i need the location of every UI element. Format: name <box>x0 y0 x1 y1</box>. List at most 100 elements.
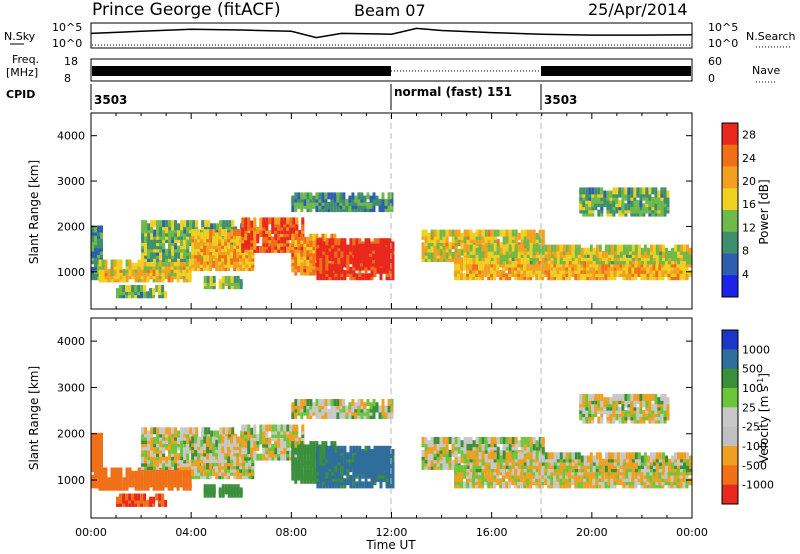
heatmap-cell <box>94 432 97 440</box>
heatmap-cell <box>247 424 251 432</box>
heatmap-cell <box>652 244 656 252</box>
heatmap-cell <box>119 467 123 475</box>
heatmap-cell <box>189 459 193 467</box>
heatmap-cell <box>340 238 344 246</box>
heatmap-cell <box>649 244 653 252</box>
heatmap-cell <box>442 229 446 237</box>
heatmap-cell <box>241 217 245 225</box>
heatmap-cell <box>499 478 503 486</box>
heatmap-cell <box>356 259 360 267</box>
heatmap-cell <box>294 205 298 213</box>
heatmap-cell <box>164 499 168 507</box>
heatmap-cell <box>529 471 533 479</box>
heatmap-cell <box>180 239 184 247</box>
heatmap-cell <box>262 217 266 225</box>
heatmap-cell <box>469 471 473 479</box>
heatmap-cell <box>200 446 204 454</box>
heatmap-cell <box>375 243 378 251</box>
heatmap-cell <box>201 427 205 435</box>
heatmap-cell <box>448 229 452 237</box>
heatmap-cell <box>216 430 220 438</box>
heatmap-cell <box>164 467 168 475</box>
heatmap-cell <box>280 424 284 432</box>
heatmap-cell <box>372 243 375 251</box>
heatmap-cell <box>343 445 347 453</box>
heatmap-cell <box>544 244 548 252</box>
heatmap-cell <box>289 242 293 250</box>
heatmap-cell <box>508 244 512 252</box>
heatmap-cell <box>601 266 605 274</box>
heatmap-cell <box>165 248 169 256</box>
heatmap-cell <box>324 192 328 200</box>
heatmap-cell <box>324 233 328 241</box>
heatmap-cell <box>195 220 199 228</box>
heatmap-cell <box>162 255 166 262</box>
heatmap-cell <box>363 451 366 459</box>
heatmap-cell <box>660 187 664 195</box>
heatmap-cell <box>493 437 497 444</box>
heatmap-cell <box>186 239 190 247</box>
heatmap-cell <box>149 288 153 296</box>
y-tick-label: 1000 <box>57 266 85 279</box>
heatmap-cell <box>119 285 122 292</box>
heatmap-cell <box>358 445 362 453</box>
heatmap-cell <box>188 272 192 280</box>
beam-label: Beam 07 <box>354 1 426 20</box>
heatmap-cell <box>315 233 319 241</box>
heatmap-cell <box>204 427 208 435</box>
heatmap-cell <box>654 187 658 195</box>
heatmap-cell <box>206 245 210 252</box>
heatmap-cell <box>607 270 611 277</box>
heatmap-cell <box>363 195 367 203</box>
heatmap-cell <box>642 187 646 195</box>
heatmap-cell <box>472 471 476 479</box>
heatmap-cell <box>291 473 295 481</box>
heatmap-cell <box>213 223 217 231</box>
heatmap-cell <box>212 229 216 237</box>
heatmap-cell <box>306 399 310 406</box>
heatmap-cell <box>463 229 467 237</box>
heatmap-cell <box>312 447 316 455</box>
heatmap-cell <box>212 275 216 283</box>
heatmap-cell <box>194 260 198 268</box>
heatmap-cell <box>600 187 604 195</box>
heatmap-cell <box>689 247 692 255</box>
heatmap-cell <box>206 254 210 262</box>
heatmap-cell <box>122 269 126 277</box>
heatmap-cell <box>156 427 160 435</box>
heatmap-cell <box>375 253 378 261</box>
heatmap-cell <box>682 263 686 271</box>
heatmap-cell <box>294 412 298 419</box>
heatmap-cell <box>144 220 148 228</box>
heatmap-cell <box>330 412 334 419</box>
heatmap-cell <box>340 445 344 453</box>
heatmap-cell <box>349 266 353 274</box>
heatmap-cell <box>97 225 100 233</box>
heatmap-cell <box>300 249 304 257</box>
heatmap-cell <box>207 220 211 228</box>
heatmap-cell <box>508 229 512 237</box>
heatmap-cell <box>511 468 515 476</box>
heatmap-cell <box>366 243 369 251</box>
heatmap-cell <box>490 437 494 444</box>
nsearch-label: N.Search <box>746 30 796 43</box>
heatmap-cell <box>167 259 171 267</box>
heatmap-cell <box>331 445 335 453</box>
heatmap-cell <box>194 436 198 444</box>
power-colorbar-segment <box>722 188 738 211</box>
heatmap-cell <box>289 217 293 225</box>
heatmap-cell <box>523 247 527 255</box>
y-tick-label: 4000 <box>57 130 85 143</box>
heatmap-cell <box>292 217 296 225</box>
heatmap-cell <box>355 445 359 453</box>
heatmap-cell <box>180 446 184 454</box>
heatmap-cell <box>334 445 338 453</box>
heatmap-cell <box>372 412 376 419</box>
heatmap-cell <box>361 273 365 281</box>
heatmap-cell <box>312 255 316 263</box>
heatmap-cell <box>487 437 491 444</box>
heatmap-cell <box>294 192 298 200</box>
heatmap-cell <box>309 262 313 270</box>
heatmap-cell <box>349 481 353 489</box>
